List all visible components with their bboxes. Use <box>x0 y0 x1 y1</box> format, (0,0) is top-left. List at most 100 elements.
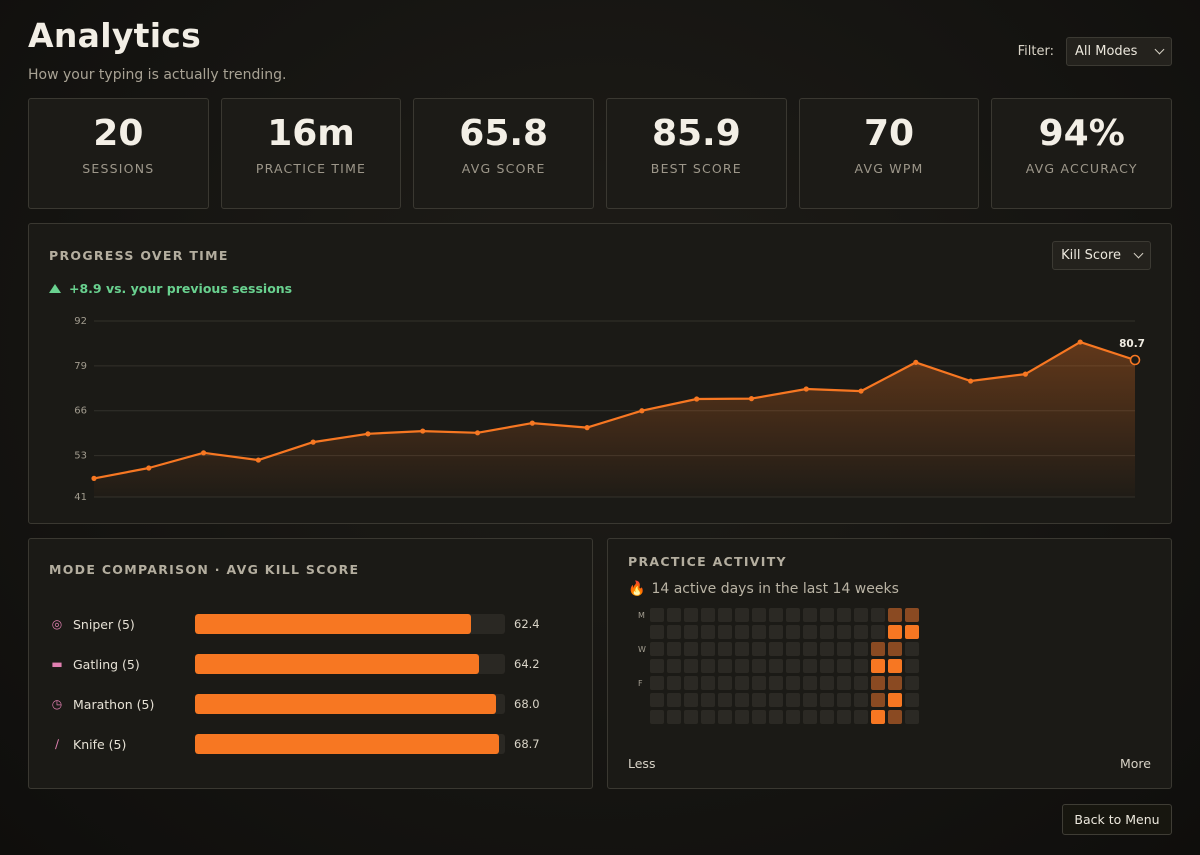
mode-row: ∕ Knife (5) 68.7 <box>49 733 579 755</box>
heatmap-cell <box>718 659 732 673</box>
heatmap-cell <box>667 625 681 639</box>
heatmap-cell <box>803 608 817 622</box>
mode-comparison-title: MODE COMPARISON · AVG KILL SCORE <box>49 562 360 577</box>
mode-bar-track <box>195 654 505 674</box>
metric-select[interactable]: Kill Score <box>1052 241 1151 270</box>
stat-value: 65.8 <box>459 113 549 154</box>
heatmap-cell <box>837 676 851 690</box>
legend-less-label: Less <box>628 756 656 771</box>
heatmap-cell <box>752 693 766 707</box>
heatmap-cell <box>701 608 715 622</box>
heatmap-cell-active <box>888 642 902 656</box>
heatmap-cell <box>803 693 817 707</box>
heatmap-cell <box>769 676 783 690</box>
heatmap-cell <box>684 608 698 622</box>
data-point <box>913 359 919 366</box>
heatmap-cell-active <box>888 608 902 622</box>
data-point <box>474 430 481 436</box>
heatmap-cell <box>718 710 732 724</box>
y-tick-label: 53 <box>74 451 87 462</box>
mode-bar-fill <box>195 734 500 754</box>
heatmap-cell <box>667 676 681 690</box>
delta-text: +8.9 vs. your previous sessions <box>69 281 293 296</box>
heatmap-cell <box>667 659 681 673</box>
heatmap-cell <box>769 642 783 656</box>
mode-value: 68.0 <box>514 697 540 711</box>
data-point <box>803 386 809 392</box>
heatmap-cell <box>854 676 868 690</box>
heatmap-cell <box>735 608 749 622</box>
data-point <box>639 408 645 414</box>
active-days-text: 14 active days in the last 14 weeks <box>651 581 899 597</box>
stat-card-avg-score: 65.8 AVG SCORE <box>413 98 595 209</box>
heatmap-cell <box>854 693 868 707</box>
back-to-menu-button[interactable]: Back to Menu <box>1062 804 1172 835</box>
y-tick-label: 79 <box>74 361 87 372</box>
heatmap-cell-active <box>871 693 885 707</box>
heatmap-cell <box>769 710 783 724</box>
stat-value: 94% <box>1038 113 1125 154</box>
mode-bar-track <box>195 734 505 754</box>
heatmap-cell <box>786 693 800 707</box>
heatmap-cell <box>786 659 800 673</box>
heatmap-cell <box>871 625 885 639</box>
heatmap-cell <box>752 659 766 673</box>
heatmap-cell <box>701 642 715 656</box>
page-title: Analytics <box>28 16 202 55</box>
mode-name: Marathon (5) <box>73 696 155 712</box>
heatmap-cell <box>854 659 868 673</box>
heatmap-cell-active <box>888 710 902 724</box>
heatmap-cell <box>684 659 698 673</box>
data-point <box>420 428 426 434</box>
mode-comparison-panel: MODE COMPARISON · AVG KILL SCORE ◎ Sniper… <box>28 538 593 789</box>
heatmap-cell <box>701 710 715 724</box>
filter-group: Filter: All Modes <box>1018 37 1172 66</box>
heatmap-cell <box>650 676 664 690</box>
stat-label: AVG WPM <box>854 161 924 176</box>
heatmap-cell <box>803 659 817 673</box>
heatmap-cell <box>837 608 851 622</box>
heatmap-cell <box>650 693 664 707</box>
heatmap-cell <box>650 608 664 622</box>
data-point <box>529 420 535 426</box>
heatmap-cell <box>854 608 868 622</box>
data-point <box>146 465 152 471</box>
stat-label: PRACTICE TIME <box>255 161 367 176</box>
heatmap-cell-active <box>871 659 885 673</box>
day-label-wednesday: W <box>638 645 646 654</box>
y-tick-label: 41 <box>74 492 87 503</box>
mode-row: ◎ Sniper (5) 62.4 <box>49 613 579 635</box>
heatmap-cell <box>684 710 698 724</box>
data-point <box>858 388 864 394</box>
heatmap-cell <box>837 625 851 639</box>
heatmap-cell <box>752 710 766 724</box>
heatmap-cell <box>820 659 834 673</box>
stat-card-best-score: 85.9 BEST SCORE <box>606 98 787 209</box>
heatmap-cell <box>684 676 698 690</box>
mode-name: Knife (5) <box>73 736 127 752</box>
progress-title: PROGRESS OVER TIME <box>49 248 229 263</box>
heatmap-cell <box>735 625 749 639</box>
heatmap-cell <box>701 676 715 690</box>
mode-bar-fill <box>195 694 497 714</box>
heatmap-cell-active <box>888 625 902 639</box>
heatmap-cell <box>650 625 664 639</box>
heatmap-cell-active <box>871 710 885 724</box>
data-point <box>694 396 700 402</box>
heatmap-cell-active <box>888 693 902 707</box>
stat-label: BEST SCORE <box>650 161 742 176</box>
data-point <box>200 450 207 456</box>
heatmap-cell <box>803 625 817 639</box>
mode-row: ◷ Marathon (5) 68.0 <box>49 693 579 715</box>
mode-bar-track <box>195 614 505 634</box>
series-line <box>93 341 1136 480</box>
gun-icon: ▬ <box>51 657 63 671</box>
stat-card-avg-accuracy: 94% AVG ACCURACY <box>991 98 1173 209</box>
heatmap-cell <box>837 659 851 673</box>
heatmap-cell <box>684 693 698 707</box>
mode-filter-select[interactable]: All Modes <box>1066 37 1172 66</box>
stat-value: 20 <box>93 113 144 154</box>
data-point <box>748 396 755 402</box>
heatmap-cell <box>684 625 698 639</box>
mode-name: Gatling (5) <box>73 656 140 672</box>
